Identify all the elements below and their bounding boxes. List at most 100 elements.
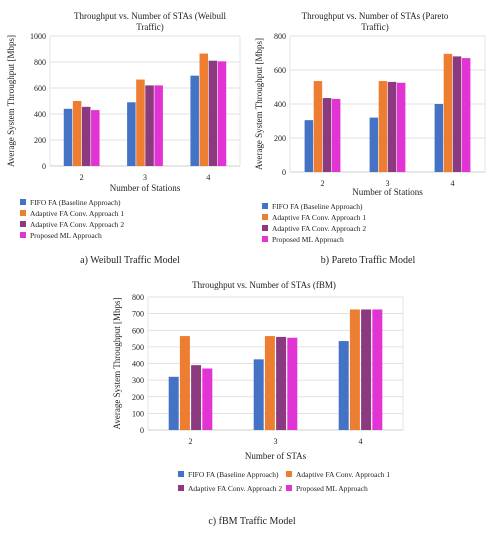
bar-ml-2 [91,110,100,166]
bar-adaptive2-4 [208,60,218,167]
bar-adaptive1-3 [378,81,388,172]
bar-ml-2 [331,98,341,172]
legend: FIFO FA (Baseline Approach) Adaptive FA C… [20,198,124,240]
bar-fifo-2 [168,376,179,430]
y-tick-label: 200 [132,393,144,402]
bar-adaptive2-4 [452,56,462,172]
legend-swatch-ml [286,485,292,491]
legend-entry: FIFO FA (Baseline Approach) [30,198,121,207]
chart-title: Throughput vs. Number of STAs (fBM) [192,280,336,290]
bar-fifo-2 [304,120,314,172]
legend-entry: Adaptive FA Conv. Approach 2 [30,220,124,229]
bar-ml-4 [372,309,383,430]
bar-adaptive2-3 [276,336,287,430]
bar-fifo-3 [369,117,379,172]
bar-adaptive2-2 [81,106,91,166]
y-tick-label: 0 [42,162,46,171]
bar-ml-3 [154,85,163,166]
y-axis-label: Average System Throughput [Mbps] [6,35,16,167]
bar-adaptive1-2 [179,336,190,430]
legend-swatch-adaptive1 [286,471,292,477]
legend-swatch-adaptive2 [178,485,184,491]
bar-adaptive2-4 [361,309,372,430]
y-tick-label: 100 [132,409,144,418]
legend-swatch-adaptive2 [262,225,268,231]
bar-adaptive1-4 [349,309,360,430]
legend-entry: Adaptive FA Conv. Approach 2 [272,224,366,233]
x-axis-label: Number of Stations [352,187,423,197]
chart-weibull: Throughput vs. Number of STAs (WeibullTr… [6,11,241,266]
figure-caption: c) fBM Traffic Model [208,516,296,527]
x-tick-label: 2 [189,437,193,446]
y-tick-label: 200 [274,134,286,143]
bar-adaptive1-4 [443,53,453,172]
y-tick-label: 0 [282,168,286,177]
chart-title: Traffic) [361,22,389,32]
y-tick-label: 800 [34,58,46,67]
bar-fifo-4 [434,104,444,172]
y-axis-label: Average System Throughput [Mbps] [112,298,122,430]
legend-entry: FIFO FA (Baseline Approach) [272,202,363,211]
legend-entry: Adaptive FA Conv. Approach 1 [30,209,124,218]
legend: FIFO FA (Baseline Approach) Adaptive FA C… [262,202,366,244]
y-tick-label: 200 [34,136,46,145]
bar-ml-4 [217,61,227,166]
bar-adaptive1-3 [264,336,275,430]
legend-entry: FIFO FA (Baseline Approach) [188,470,279,479]
x-tick-label: 4 [451,179,455,188]
figure-caption: b) Pareto Traffic Model [321,255,416,266]
legend-swatch-adaptive1 [20,210,26,216]
y-tick-label: 400 [274,100,286,109]
bar-adaptive1-2 [72,101,82,166]
legend-entry: Adaptive FA Conv. Approach 2 [188,484,282,493]
y-tick-label: 600 [274,66,286,75]
y-tick-label: 800 [132,293,144,302]
legend-swatch-fifo [262,203,268,209]
bar-adaptive2-3 [387,81,397,172]
bar-adaptive1-4 [199,53,209,166]
y-tick-label: 0 [140,426,144,435]
legend-entry: Adaptive FA Conv. Approach 1 [272,213,366,222]
legend-entry: Proposed ML Approach [296,484,368,493]
figure-caption: a) Weibull Traffic Model [80,255,180,266]
chart-title: Traffic) [136,22,164,32]
x-tick-label: 2 [321,179,325,188]
legend-swatch-adaptive1 [262,214,268,220]
x-axis-label: Number of Stations [110,183,181,193]
y-tick-label: 1000 [30,32,46,41]
legend: FIFO FA (Baseline Approach) Adaptive FA C… [178,470,390,493]
x-tick-label: 4 [359,437,363,446]
bar-adaptive1-3 [136,79,145,166]
y-axis-label: Average System Throughput [Mbps] [254,38,264,170]
x-tick-label: 2 [80,173,84,182]
legend-swatch-fifo [20,199,26,205]
bar-adaptive2-2 [322,98,332,172]
legend-entry: Proposed ML Approach [272,235,344,244]
x-tick-label: 3 [386,179,390,188]
y-tick-label: 400 [34,110,46,119]
legend-entry: Adaptive FA Conv. Approach 1 [296,470,390,479]
y-tick-label: 300 [132,376,144,385]
chart-pareto: Throughput vs. Number of STAs (ParetoTra… [254,11,486,266]
legend-entry: Proposed ML Approach [30,231,102,240]
chart-title: Throughput vs. Number of STAs (Weibull [74,11,227,21]
y-tick-label: 400 [132,360,144,369]
y-tick-label: 500 [132,343,144,352]
y-tick-label: 600 [132,326,144,335]
legend-swatch-fifo [178,471,184,477]
bar-adaptive2-3 [145,85,154,166]
bar-ml-2 [202,368,213,430]
y-tick-label: 700 [132,310,144,319]
x-tick-label: 3 [143,173,147,182]
bar-ml-3 [287,337,298,430]
bar-ml-3 [396,82,406,172]
bar-fifo-4 [338,341,349,430]
y-tick-label: 600 [34,84,46,93]
x-tick-label: 3 [274,437,278,446]
chart-fbm: Throughput vs. Number of STAs (fBM) 0 100 2… [112,280,404,527]
x-axis-label: Number of STAs [245,451,307,461]
legend-swatch-ml [20,232,26,238]
y-tick-label: 800 [274,32,286,41]
legend-swatch-adaptive2 [20,221,26,227]
